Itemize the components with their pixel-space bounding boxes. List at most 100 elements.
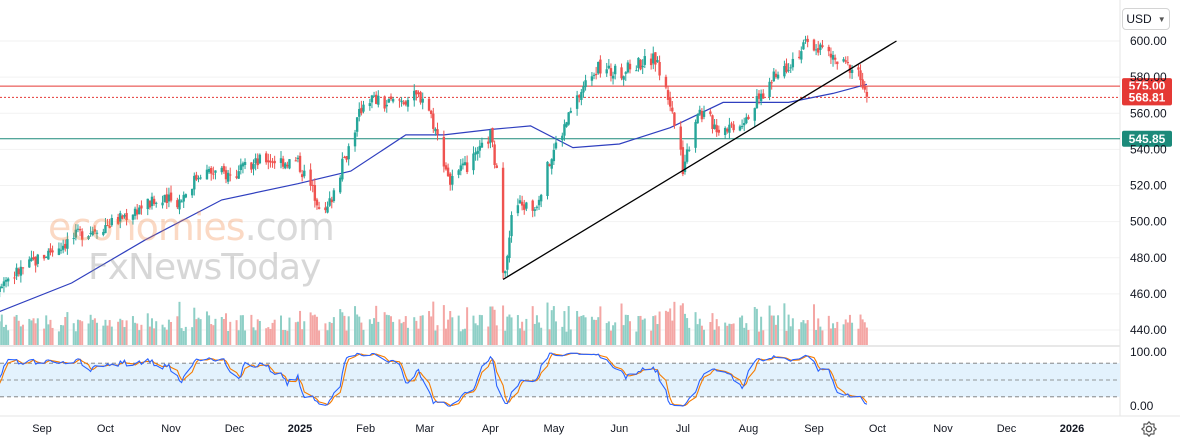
volume-bar (569, 329, 572, 345)
candle-body (13, 277, 16, 279)
volume-bar (457, 315, 460, 345)
volume-bar (104, 319, 107, 345)
time-tick-label: May (543, 423, 564, 435)
volume-bar (241, 315, 244, 345)
volume-bar (578, 316, 581, 345)
candle-body (785, 63, 788, 72)
volume-bar (612, 325, 615, 345)
volume-bar (74, 331, 77, 345)
volume-bar (758, 331, 761, 345)
candle-body (637, 57, 640, 68)
volume-bar (667, 311, 670, 345)
candle-body (360, 107, 363, 114)
volume-bar (237, 330, 240, 345)
time-tick-label: Sep (804, 423, 824, 435)
candle-body (345, 156, 348, 160)
volume-bar (131, 316, 134, 345)
candle-body (774, 73, 778, 78)
candle-body (501, 167, 505, 273)
candle-body (328, 198, 331, 206)
candle-body (656, 60, 659, 63)
volume-bar (743, 327, 746, 345)
volume-bar (599, 306, 602, 345)
volume-bar (402, 321, 405, 345)
candle-body (668, 97, 672, 107)
volume-bar (256, 319, 259, 345)
volume-bar (563, 311, 566, 345)
price-tick-label: 580.00 (1130, 70, 1167, 84)
volume-bar (519, 328, 522, 345)
time-axis[interactable]: Sep Oct Nov Dec 2025 Feb Mar Apr May Jun Jul Aug Sep… (32, 423, 1084, 435)
candle-body (671, 107, 674, 112)
volume-bar (138, 330, 141, 345)
volume-bar (13, 316, 16, 345)
volume-bar (502, 305, 505, 345)
price-axis[interactable]: 440.00 460.00 480.00 500.00 520.00 540.00 560.… (1130, 34, 1167, 413)
candle-body (180, 201, 183, 203)
volume-bar (180, 328, 183, 345)
candle-body (339, 177, 342, 193)
candle-body (679, 126, 682, 150)
candle-body (387, 99, 391, 103)
candle-body (613, 65, 617, 75)
candle-body (812, 39, 816, 51)
volume-bar (582, 315, 585, 345)
volume-bar (57, 331, 60, 345)
volume-bar (614, 322, 617, 345)
volume-bar (664, 310, 667, 345)
volume-bar (476, 325, 479, 345)
candle-body (711, 115, 714, 129)
volume-bar (199, 319, 202, 345)
volume-bar (324, 323, 327, 345)
candle-body (133, 208, 137, 216)
candle-body (197, 178, 200, 180)
gear-icon[interactable] (1140, 420, 1158, 438)
candle-body (45, 256, 48, 258)
candle-body (554, 142, 558, 149)
candle-body (436, 129, 439, 135)
volume-bar (533, 323, 536, 345)
candle-body (702, 111, 706, 117)
candle-body (565, 122, 568, 127)
volume-bar (267, 327, 270, 345)
currency-button[interactable]: USD ▼ (1122, 8, 1170, 30)
candle-body (857, 67, 860, 70)
volume-bar (709, 321, 712, 345)
price-tick-label: 560.00 (1130, 106, 1167, 120)
candle-body (827, 46, 831, 52)
volume-bar (212, 325, 215, 345)
candle-body (212, 173, 215, 175)
candle-body (419, 92, 422, 103)
volume-bar (821, 330, 824, 345)
volume-bar (851, 322, 854, 345)
volume-bar (461, 329, 464, 345)
volume-bar (605, 323, 608, 345)
volume-bar (343, 315, 346, 345)
volume-bar (392, 321, 395, 345)
volume-bar (330, 323, 333, 345)
candle-body (846, 62, 850, 64)
candle-body (806, 38, 809, 43)
time-tick-label: Jul (676, 423, 690, 435)
candle-body (495, 165, 498, 168)
volume-bar (658, 311, 661, 345)
candlesticks (0, 35, 869, 298)
candle-body (643, 56, 646, 65)
candle-body (332, 190, 336, 202)
candle-body (688, 149, 691, 151)
candle-body (72, 238, 75, 240)
volume-bar (214, 318, 217, 345)
candle-body (582, 86, 585, 93)
volume-bar (191, 327, 194, 345)
volume-bar (134, 322, 137, 345)
candle-body (523, 204, 526, 210)
candle-body (402, 102, 405, 104)
volume-bar (318, 330, 321, 345)
volume-bar (373, 318, 376, 345)
candle-body (535, 206, 539, 208)
time-tick-label: Apr (482, 423, 499, 435)
candle-body (317, 207, 321, 209)
candle-body (286, 164, 289, 167)
candle-body (116, 217, 120, 224)
